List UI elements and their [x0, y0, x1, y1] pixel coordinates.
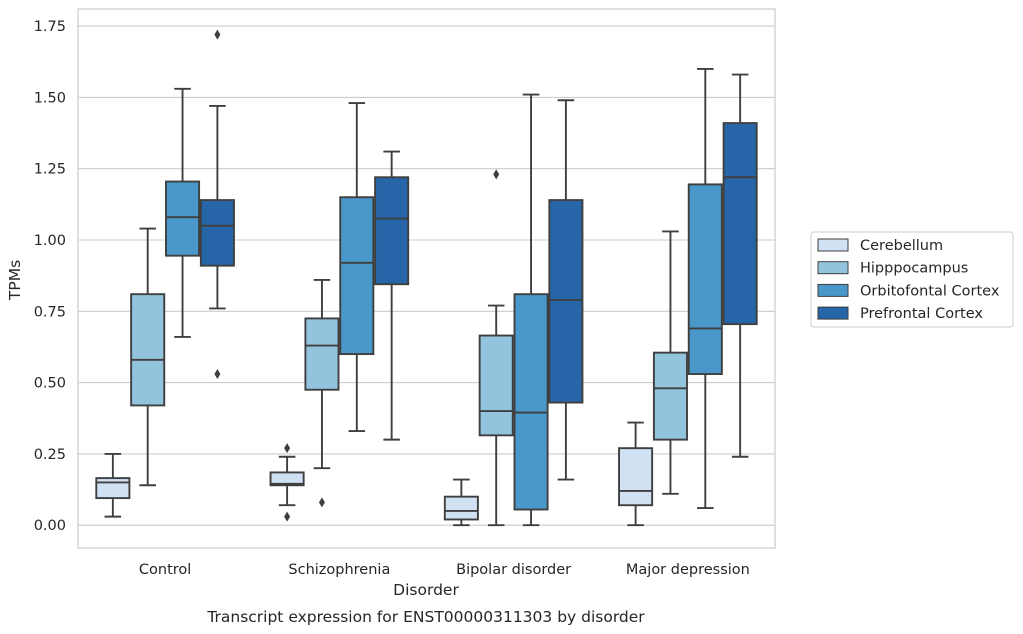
box-iqr [269, 471, 305, 487]
box-iqr [339, 196, 375, 356]
box-iqr [513, 293, 549, 511]
box-cerebellum-major-depression [618, 421, 654, 527]
legend-frame [810, 231, 1014, 328]
x-tick-label: Major depression [626, 562, 750, 578]
legend-label: Hipppocampus [860, 261, 968, 277]
y-tick-label: 0.25 [34, 447, 66, 463]
outlier-point [493, 169, 500, 180]
box-iqr [652, 351, 688, 441]
box-prefrontal-cortex-schizophrenia [374, 150, 410, 441]
y-tick-label: 1.75 [34, 19, 66, 35]
box-iqr [95, 477, 131, 500]
y-tick-label: 0.00 [34, 518, 66, 534]
x-tick-labels: Control Schizophrenia Bipolar disorder Majo… [139, 562, 750, 578]
x-tick-label: Control [139, 562, 191, 578]
y-axis-label: TPMs [6, 260, 24, 301]
legend-swatch [817, 283, 849, 297]
box-hipppocampus-control [130, 227, 166, 487]
box-orbitofontal-cortex-schizophrenia [339, 102, 375, 433]
legend-swatch [817, 306, 849, 320]
box-iqr [165, 180, 201, 257]
box-cerebellum-schizophrenia [269, 443, 305, 522]
box-prefrontal-cortex-control [199, 29, 235, 380]
box-orbitofontal-cortex-control [165, 87, 201, 338]
outlier-point [214, 29, 221, 40]
legend-swatch [817, 261, 849, 275]
box-iqr [618, 447, 654, 507]
legend-item: Orbitofontal Cortex [817, 283, 1000, 299]
box-prefrontal-cortex-major-depression [722, 73, 758, 458]
y-tick-labels: 0.00 0.25 0.50 0.75 1.00 1.25 1.50 1.75 [34, 19, 66, 534]
plot-frame [77, 8, 776, 549]
x-tick-label: Schizophrenia [288, 562, 390, 578]
box-hipppocampus-bipolar-disorder [478, 169, 514, 527]
outlier-point [284, 443, 291, 454]
chart-caption: Transcript expression for ENST0000031130… [206, 608, 645, 626]
box-iqr [199, 199, 235, 267]
legend-item: Hipppocampus [817, 261, 968, 277]
x-tick-label: Bipolar disorder [456, 562, 571, 578]
box-iqr [130, 293, 166, 407]
legend-label: Cerebellum [860, 238, 943, 254]
box-orbitofontal-cortex-major-depression [687, 67, 723, 510]
box-orbitofontal-cortex-bipolar-disorder [513, 93, 549, 527]
box-iqr [443, 495, 479, 521]
box-cerebellum-control [95, 452, 131, 518]
box-iqr [722, 122, 758, 326]
x-axis-label: Disorder [393, 581, 459, 599]
y-tick-label: 0.75 [34, 304, 66, 320]
box-hipppocampus-schizophrenia [304, 278, 340, 508]
box-iqr [478, 334, 514, 437]
box-hipppocampus-major-depression [652, 230, 688, 495]
legend-item: Cerebellum [817, 238, 943, 254]
y-tick-label: 1.50 [34, 90, 66, 106]
outlier-point [284, 511, 291, 522]
box-iqr [374, 176, 410, 286]
box-groups [95, 29, 758, 527]
box-iqr [687, 183, 723, 375]
outlier-point [318, 497, 325, 508]
legend-label: Prefrontal Cortex [860, 306, 983, 322]
box-iqr [304, 317, 340, 391]
y-tick-label: 1.00 [34, 233, 66, 249]
outlier-point [214, 369, 221, 380]
y-tick-label: 1.25 [34, 162, 66, 178]
legend: Cerebellum Hipppocampus Orbitofontal Corte… [810, 231, 1014, 328]
legend-label: Orbitofontal Cortex [860, 283, 1000, 299]
y-tick-label: 0.50 [34, 376, 66, 392]
legend-swatch [817, 238, 849, 252]
box-prefrontal-cortex-bipolar-disorder [548, 99, 584, 481]
box-cerebellum-bipolar-disorder [443, 478, 479, 527]
legend-item: Prefrontal Cortex [817, 306, 983, 322]
box-iqr [548, 199, 584, 404]
